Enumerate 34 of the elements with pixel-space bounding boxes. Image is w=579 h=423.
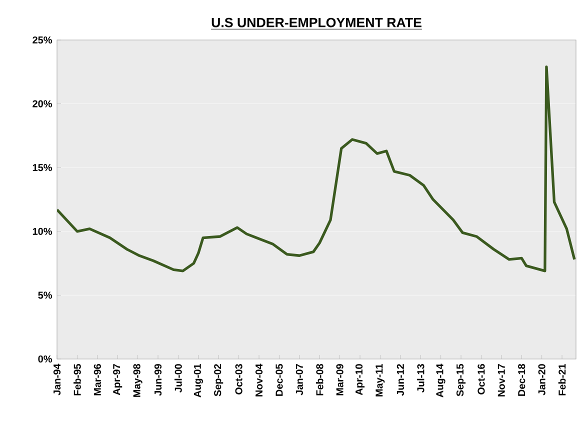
x-tick-label: Feb-21 [558,364,566,396]
y-tick-label: 25% [32,36,52,44]
line-series [57,65,576,272]
x-tick-label: Jul-00 [174,364,182,392]
chart-title: U.S UNDER-EMPLOYMENT RATE [212,18,422,28]
x-tick-label: Jan-07 [296,364,303,396]
x-tick-label: Sep-02 [214,364,224,396]
x-tick-label: Dec-05 [276,364,283,396]
x-tick-label: Jun-12 [396,364,404,396]
x-tick-label: Jan-20 [538,364,546,396]
x-tick-label: Nov-17 [498,364,505,396]
x-tick-label: Jun-99 [154,364,162,396]
y-tick-label: 0% [38,355,52,363]
x-tick-label: Sep-15 [456,364,466,396]
x-tick-label: Aug-01 [194,364,203,398]
x-tick-label: Dec-18 [518,364,526,396]
x-tick-label: Apr-10 [355,364,365,396]
x-tick-label: Oct-03 [235,364,242,394]
x-tick-label: Feb-08 [316,364,324,396]
x-tick-label: Mar-09 [336,364,344,396]
x-tick-label: Feb-95 [74,364,81,396]
x-tick-label: Oct-16 [478,364,485,394]
x-tick-label: Aug-14 [436,364,446,398]
x-tick-label: Nov-04 [255,364,263,396]
x-tick-label: Mar-96 [94,364,101,396]
x-tick-label: May-11 [376,364,385,396]
x-tick-label: Apr-97 [113,364,122,396]
x-tick-label: May-98 [133,364,142,397]
x-tick-label: Jan-94 [53,364,61,396]
y-tick-label: 20% [32,100,52,108]
y-tick-label: 10% [32,228,52,235]
x-tick-label: Jul-13 [416,364,424,392]
y-tick-label: 15% [32,164,52,172]
y-tick-label: 5% [38,292,52,299]
